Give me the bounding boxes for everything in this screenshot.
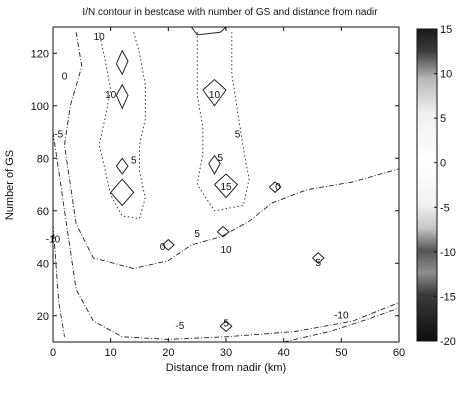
contour-label: 10 [209, 90, 221, 101]
colorbar [416, 28, 438, 342]
x-tick-label: 50 [335, 347, 347, 359]
contour-lines [53, 27, 399, 342]
contour-line [64, 32, 399, 269]
contour-label: 5 [217, 153, 223, 164]
contour-line [115, 157, 129, 175]
contour-label: -10 [334, 310, 349, 321]
x-axis-label: Distance from nadir (km) [166, 362, 286, 374]
contour-label: -5 [54, 129, 63, 140]
x-tick-label: 10 [105, 347, 117, 359]
contour-label: -10 [46, 234, 61, 245]
contour-line [216, 225, 230, 238]
contour-label: 0 [62, 72, 68, 83]
colorbar-tick-label: 10 [440, 69, 452, 81]
x-tick-label: 0 [50, 347, 56, 359]
colorbar-tick-label: -20 [440, 336, 456, 348]
contour-labels: 10 0 10 -5 5 -10 0 10 5 5 15 0 5 10 5 -5 5 -10 [46, 32, 349, 332]
x-tick-label: 40 [278, 347, 290, 359]
colorbar-axis: 15 10 5 0 -5 -10 -15 -20 [434, 24, 456, 348]
contour-line [115, 49, 129, 76]
colorbar-tick-label: -10 [440, 247, 456, 259]
contour-label: 5 [194, 229, 200, 240]
contour-line [196, 32, 250, 212]
y-tick-label: 60 [37, 206, 49, 218]
contour-label: -5 [175, 321, 184, 332]
contour-line [268, 181, 282, 194]
colorbar-tick-label: 15 [440, 24, 452, 36]
contour-label: 0 [275, 182, 281, 193]
y-axis-label: Number of GS [4, 150, 16, 220]
contour-label: 0 [160, 242, 166, 253]
contour-line [110, 178, 135, 207]
contour-line [115, 83, 129, 110]
y-tick-label: 80 [37, 153, 49, 165]
contour-label: 5 [131, 156, 137, 167]
x-tick-label: 20 [162, 347, 174, 359]
contour-label: 5 [315, 258, 321, 269]
contour-line [312, 252, 325, 264]
contour-label: 10 [220, 245, 232, 256]
colorbar-tick-label: -5 [440, 202, 450, 214]
contour-label: 10 [94, 32, 106, 43]
contour-label: 5 [235, 129, 241, 140]
contour-label: 15 [220, 182, 232, 193]
plot-area [52, 26, 400, 343]
colorbar-tick-label: 5 [440, 113, 446, 125]
contour-line [162, 238, 175, 251]
contour-label: 10 [105, 90, 117, 101]
contour-line [208, 154, 221, 176]
y-tick-label: 100 [31, 101, 49, 113]
contour-label: 5 [223, 318, 229, 329]
contour-line [202, 78, 227, 107]
colorbar-tick-label: 0 [440, 158, 446, 170]
x-axis: 0 10 20 30 40 50 60 [50, 27, 405, 359]
y-tick-label: 40 [37, 258, 49, 270]
colorbar-tick-label: -15 [440, 291, 456, 303]
contour-line [214, 173, 239, 199]
x-tick-label: 60 [393, 347, 405, 359]
contour-line [53, 131, 399, 340]
chart-title: I/N contour in bestcase with number of G… [82, 7, 378, 18]
contour-line [219, 320, 233, 333]
contour-line [190, 27, 227, 36]
y-tick-label: 20 [37, 311, 49, 323]
x-tick-label: 30 [220, 347, 232, 359]
contour-line [283, 307, 399, 342]
y-tick-label: 120 [31, 48, 49, 60]
